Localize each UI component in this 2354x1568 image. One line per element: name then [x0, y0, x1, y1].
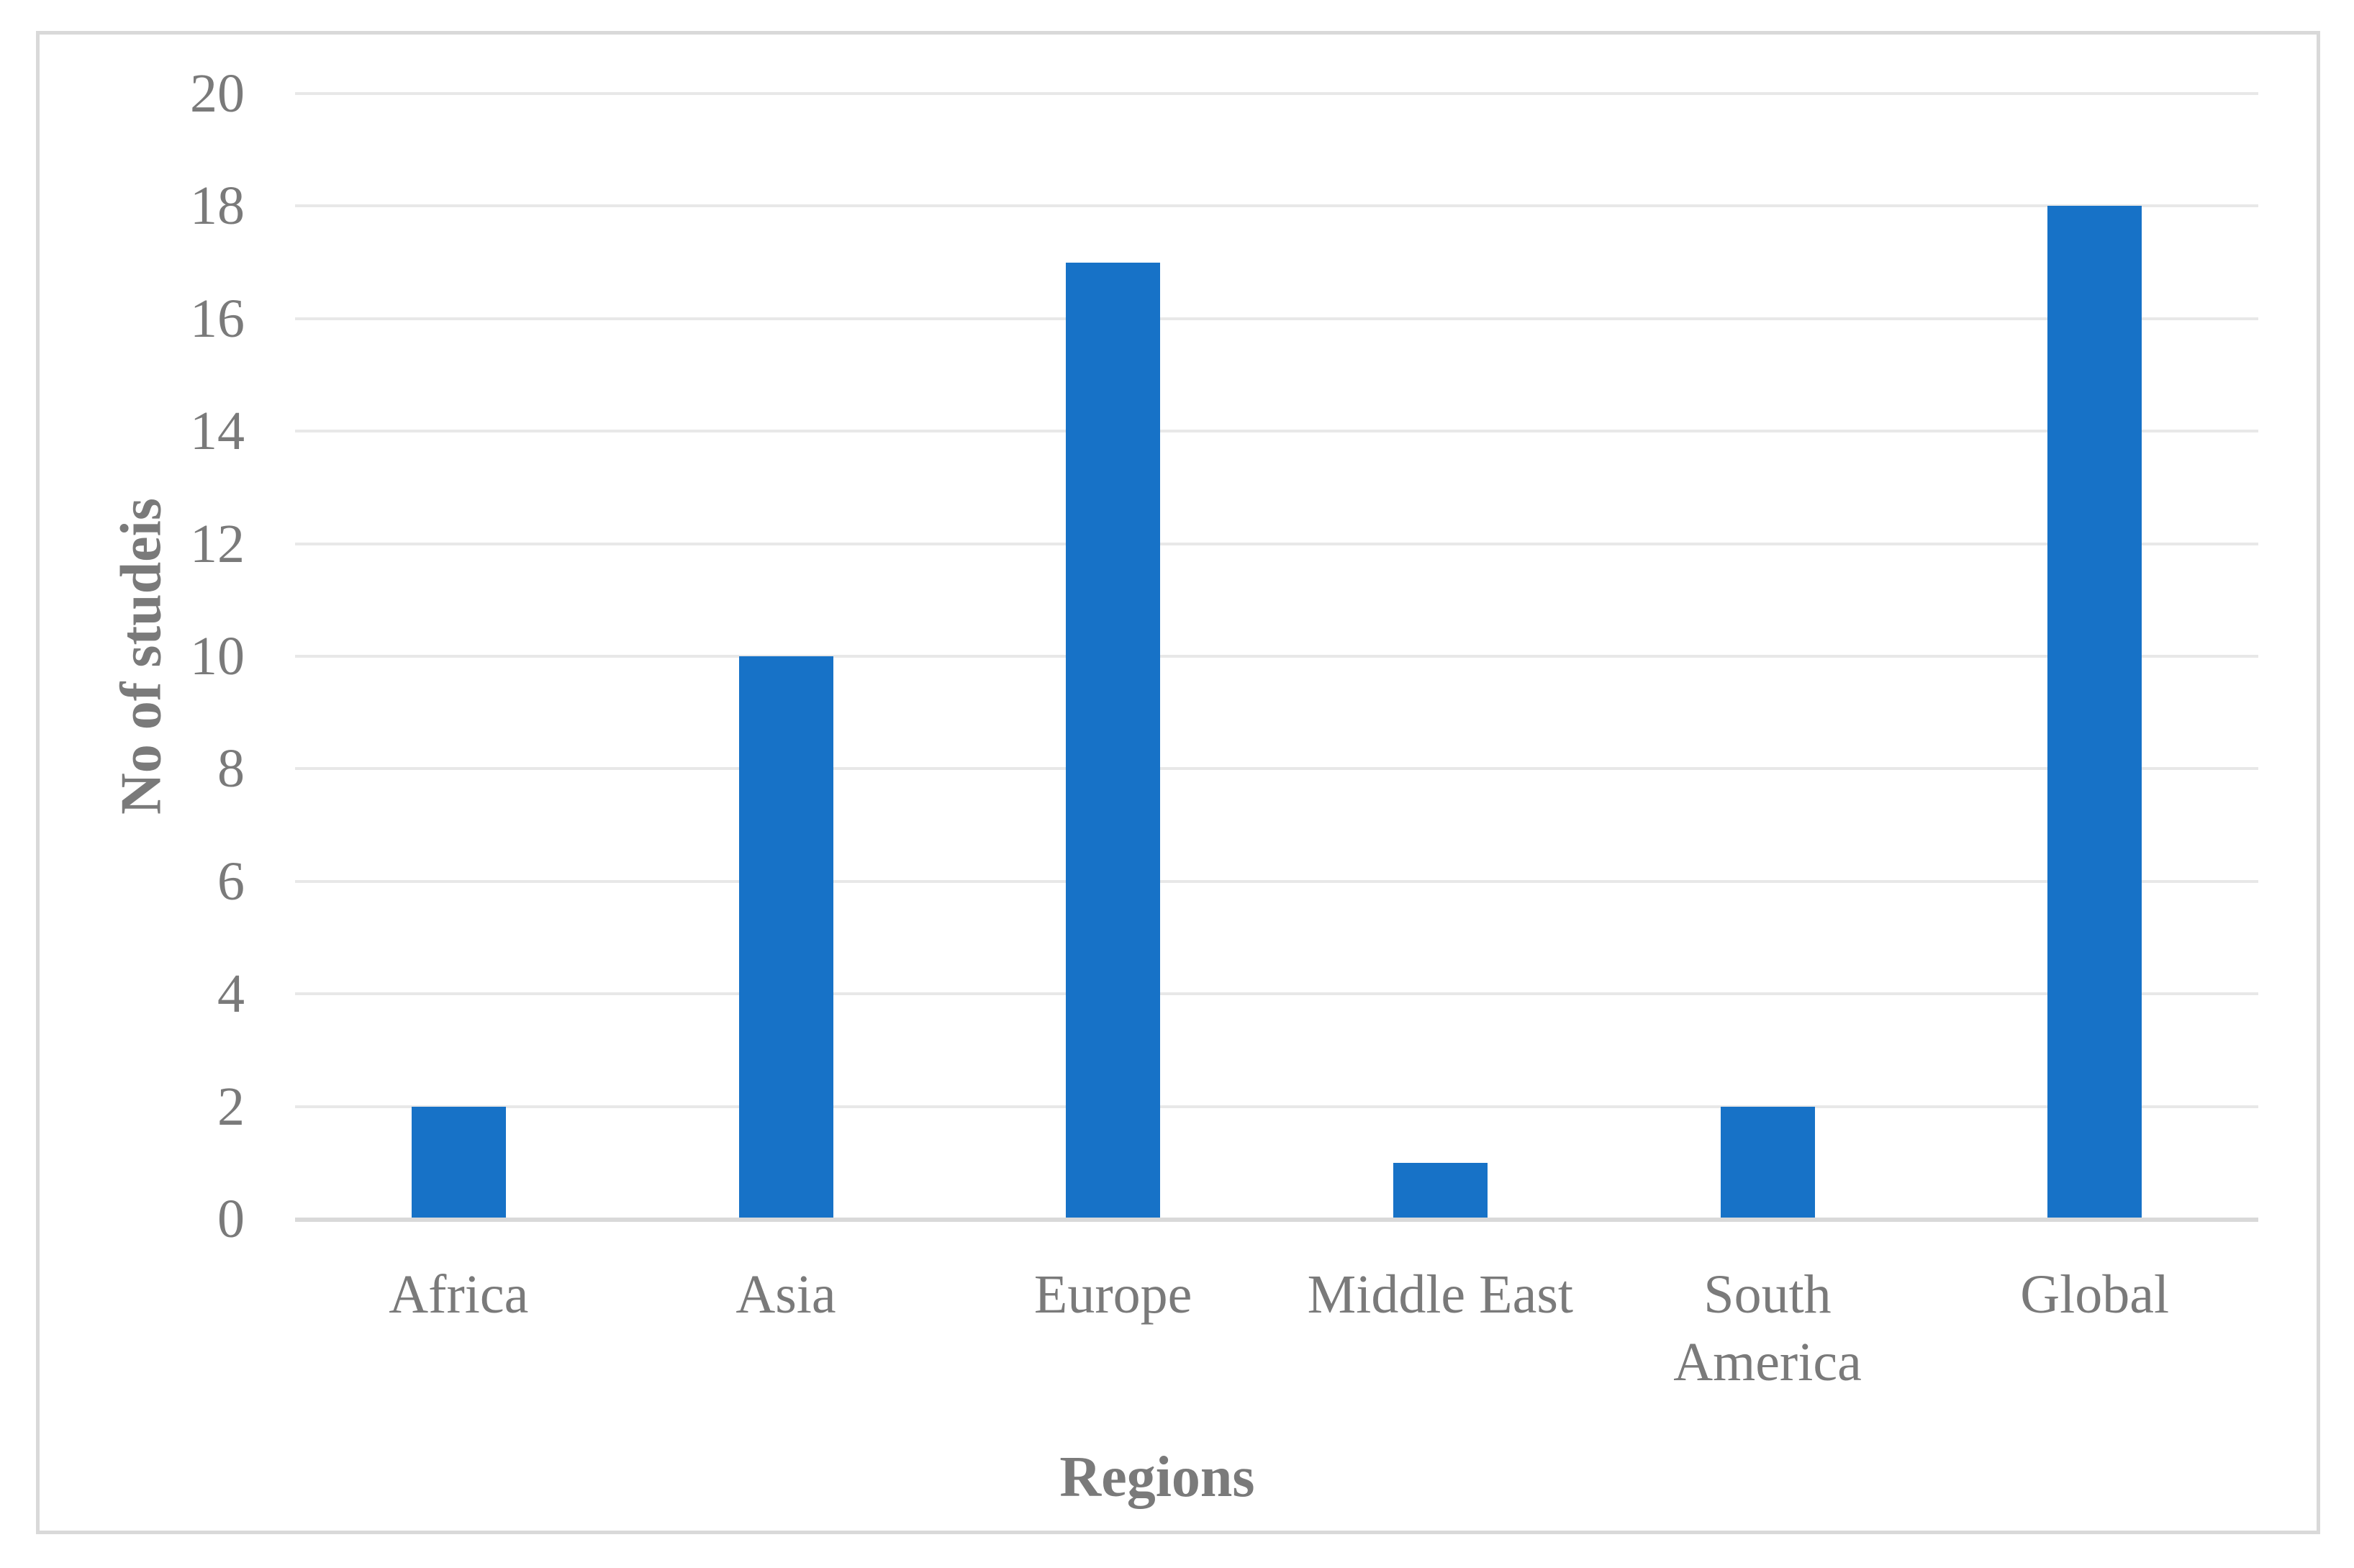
x-axis-line [295, 1218, 2258, 1222]
gridline-2 [295, 1105, 2258, 1108]
x-tick-label-global: Global [2020, 1264, 2170, 1325]
gridline-16 [295, 317, 2258, 320]
bar-global [2047, 206, 2142, 1219]
bar-africa [411, 1106, 506, 1219]
gridline-10 [295, 655, 2258, 658]
gridline-20 [295, 92, 2258, 95]
gridline-14 [295, 430, 2258, 433]
bar-middle-east [1393, 1162, 1488, 1219]
x-tick-label-south-america: South America [1673, 1264, 1862, 1392]
y-tick-label-0: 0 [217, 1189, 245, 1249]
gridline-18 [295, 204, 2258, 208]
x-axis-title: Regions [1059, 1446, 1255, 1509]
bar-south-america [1720, 1106, 1815, 1219]
y-tick-label-16: 16 [190, 288, 245, 349]
bar-asia [738, 656, 833, 1219]
figure-border [36, 31, 2320, 1534]
gridline-8 [295, 767, 2258, 771]
x-tick-label-africa: Africa [389, 1264, 529, 1325]
y-tick-label-2: 2 [217, 1076, 245, 1137]
x-tick-label-asia: Asia [735, 1264, 836, 1325]
gridline-6 [295, 879, 2258, 883]
y-axis-title: No of studeis [109, 497, 173, 815]
y-tick-label-10: 10 [190, 626, 245, 686]
x-tick-label-europe: Europe [1033, 1264, 1192, 1325]
y-tick-label-12: 12 [190, 513, 245, 574]
gridline-12 [295, 542, 2258, 545]
y-tick-label-14: 14 [190, 401, 245, 462]
y-tick-label-8: 8 [217, 738, 245, 799]
y-tick-label-18: 18 [190, 176, 245, 237]
y-tick-label-6: 6 [217, 851, 245, 912]
plot-area [295, 92, 2258, 1219]
bar-europe [1066, 262, 1161, 1219]
x-tick-label-middle-east: Middle East [1307, 1264, 1574, 1325]
gridline-4 [295, 992, 2258, 996]
y-tick-label-20: 20 [190, 63, 245, 124]
y-tick-label-4: 4 [217, 964, 245, 1025]
